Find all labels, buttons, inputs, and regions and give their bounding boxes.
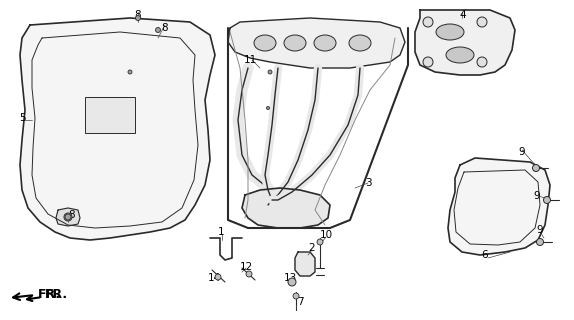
Text: FR.: FR. [27,289,68,301]
Circle shape [477,57,487,67]
Ellipse shape [284,35,306,51]
Circle shape [423,17,433,27]
Text: FR.: FR. [38,289,61,301]
Circle shape [215,274,221,280]
Text: 2: 2 [309,243,315,253]
Ellipse shape [349,35,371,51]
Text: 6: 6 [482,250,488,260]
Text: 3: 3 [364,178,371,188]
Ellipse shape [446,47,474,63]
Circle shape [288,278,296,286]
Circle shape [128,70,132,74]
Circle shape [156,28,161,33]
Circle shape [268,70,272,74]
Text: 9: 9 [537,225,544,235]
Text: 8: 8 [162,23,168,33]
Text: 13: 13 [284,273,297,283]
Polygon shape [242,188,330,228]
Text: 9: 9 [519,147,525,157]
Polygon shape [448,158,550,255]
Polygon shape [20,18,215,240]
Ellipse shape [314,35,336,51]
Text: 14: 14 [207,273,220,283]
Text: 8: 8 [69,210,75,220]
Circle shape [266,107,270,109]
Ellipse shape [436,24,464,40]
Text: 8: 8 [135,10,141,20]
Polygon shape [415,10,515,75]
Text: 9: 9 [534,191,540,201]
Polygon shape [85,97,135,133]
Text: 10: 10 [320,230,332,240]
Circle shape [477,17,487,27]
Polygon shape [295,252,315,276]
Text: 12: 12 [239,262,253,272]
Text: 1: 1 [218,227,224,237]
Circle shape [317,239,323,245]
Circle shape [65,214,71,220]
Text: 11: 11 [243,55,257,65]
Text: 7: 7 [297,297,303,307]
Circle shape [423,57,433,67]
Circle shape [537,238,544,245]
Polygon shape [56,208,80,226]
Polygon shape [228,18,405,68]
Circle shape [246,271,252,277]
Circle shape [135,15,141,20]
Ellipse shape [254,35,276,51]
Circle shape [64,213,72,221]
Circle shape [533,164,540,172]
Text: 4: 4 [460,10,466,20]
Text: 5: 5 [19,113,25,123]
Circle shape [544,196,550,204]
Circle shape [293,293,299,299]
